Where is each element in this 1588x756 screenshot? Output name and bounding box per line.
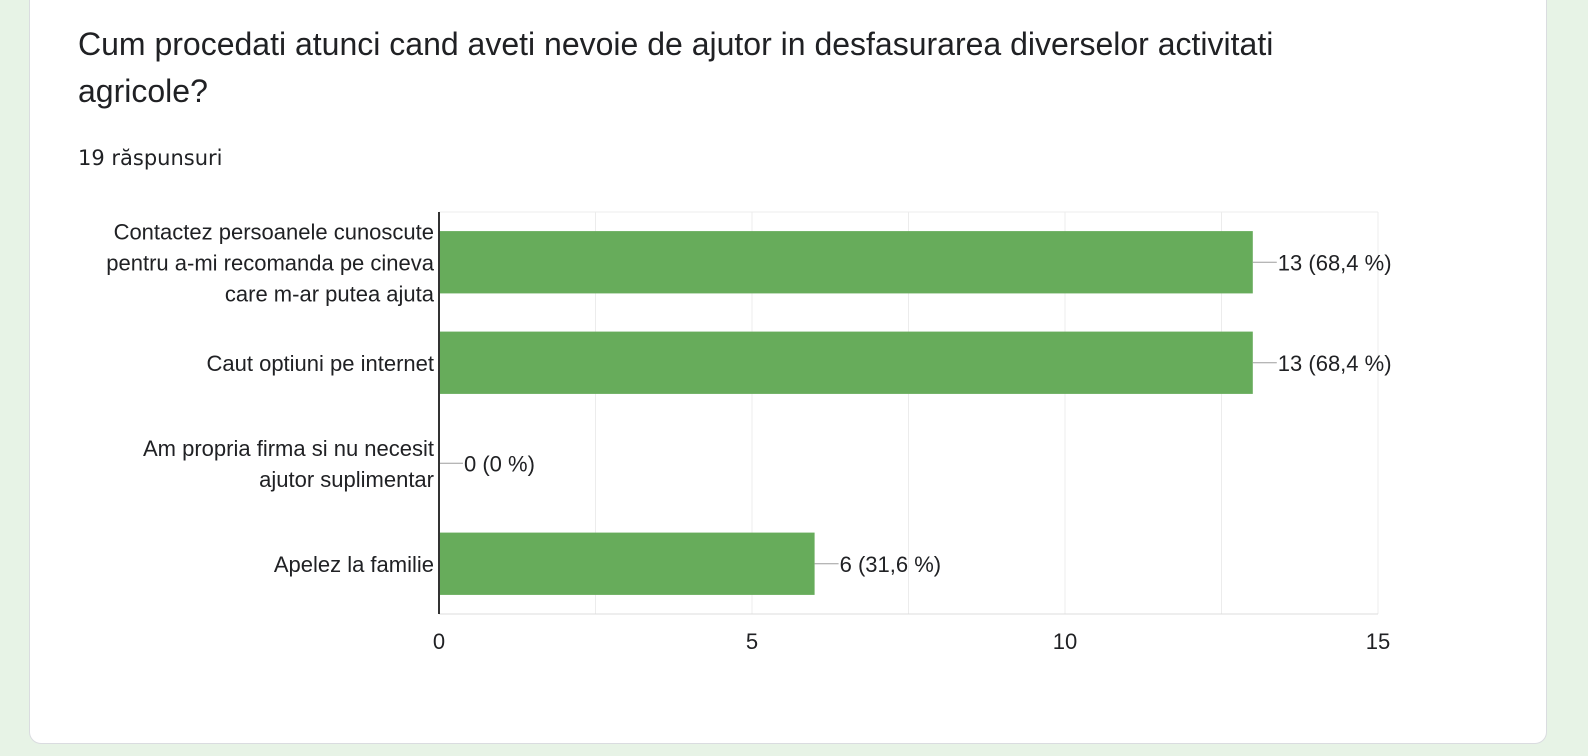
category-label: Am propria firma si nu necesit — [143, 436, 434, 461]
bar — [439, 231, 1253, 294]
data-label: 13 (68,4 %) — [1278, 250, 1392, 275]
x-tick-label: 0 — [433, 629, 445, 654]
bar — [439, 331, 1253, 394]
x-tick-label: 10 — [1053, 629, 1077, 654]
response-count: 19 răspunsuri — [78, 146, 223, 170]
category-label: Caut optiuni pe internet — [207, 351, 435, 376]
data-label: 0 (0 %) — [464, 451, 535, 476]
data-label: 6 (31,6 %) — [840, 552, 942, 577]
bar-chart: 13 (68,4 %) Contactez persoanele cunoscut… — [106, 211, 1392, 654]
question-title: Cum procedati atunci cand aveti nevoie d… — [78, 26, 1274, 109]
bar — [439, 532, 815, 595]
category-label: pentru a-mi recomanda pe cineva — [106, 250, 434, 275]
data-label: 13 (68,4 %) — [1278, 351, 1392, 376]
category-label: care m-ar putea ajuta — [225, 281, 435, 306]
x-tick-label: 5 — [746, 629, 758, 654]
question-card: Cum procedati atunci cand aveti nevoie d… — [29, 0, 1547, 744]
category-label: Contactez persoanele cunoscute — [114, 219, 434, 244]
category-label: ajutor suplimentar — [259, 467, 434, 492]
category-label: Apelez la familie — [274, 552, 434, 577]
x-tick-label: 15 — [1366, 629, 1390, 654]
